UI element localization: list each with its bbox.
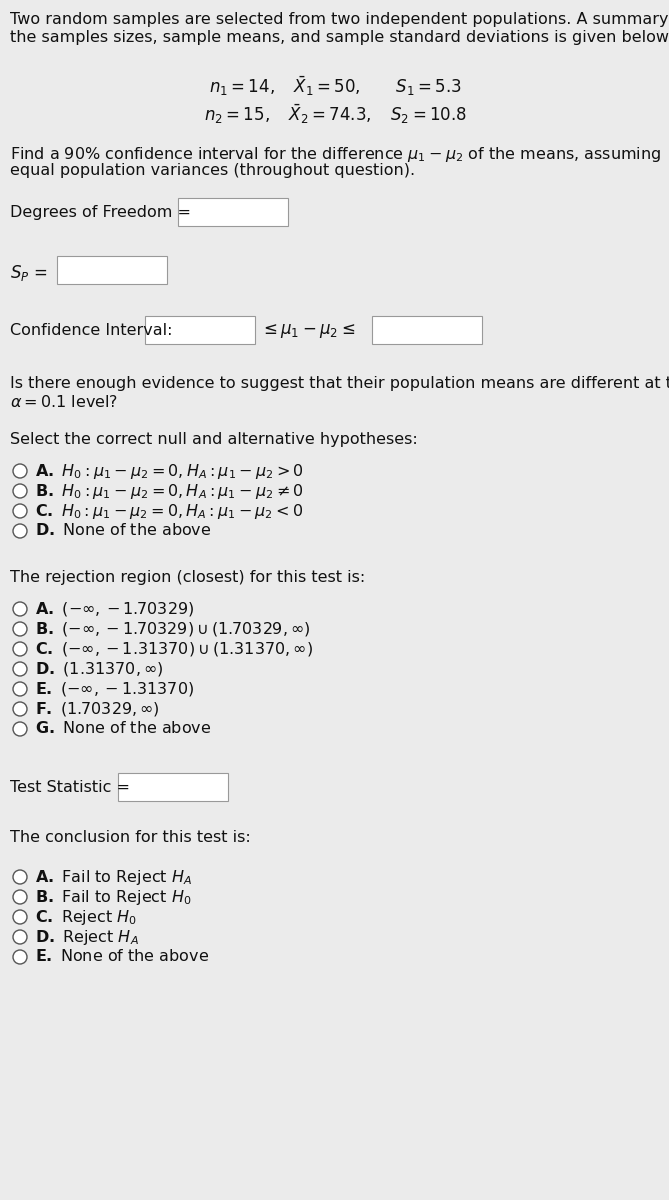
Text: $\mathbf{C.}$ Reject $H_0$: $\mathbf{C.}$ Reject $H_0$ — [35, 908, 136, 926]
FancyBboxPatch shape — [145, 316, 255, 344]
Text: Select the correct null and alternative hypotheses:: Select the correct null and alternative … — [10, 432, 417, 446]
Text: $\mathbf{C.}\ H_0 : \mu_1 - \mu_2 = 0, H_A : \mu_1 - \mu_2 < 0$: $\mathbf{C.}\ H_0 : \mu_1 - \mu_2 = 0, H… — [35, 502, 303, 521]
Text: $\mathbf{E.}\ (-\infty, -1.31370)$: $\mathbf{E.}\ (-\infty, -1.31370)$ — [35, 680, 194, 698]
Ellipse shape — [13, 524, 27, 538]
Ellipse shape — [13, 504, 27, 518]
Text: $\mathbf{G.}$ None of the above: $\mathbf{G.}$ None of the above — [35, 720, 211, 736]
Text: $\mathbf{D.}\ (1.31370, \infty)$: $\mathbf{D.}\ (1.31370, \infty)$ — [35, 660, 163, 678]
Text: The conclusion for this test is:: The conclusion for this test is: — [10, 830, 251, 845]
Ellipse shape — [13, 890, 27, 904]
FancyBboxPatch shape — [57, 256, 167, 284]
Text: $\mathbf{A.}\ (-\infty, -1.70329)$: $\mathbf{A.}\ (-\infty, -1.70329)$ — [35, 600, 194, 618]
Text: Is there enough evidence to suggest that their population means are different at: Is there enough evidence to suggest that… — [10, 376, 669, 391]
Ellipse shape — [13, 950, 27, 964]
Ellipse shape — [13, 722, 27, 736]
Text: $\mathbf{A.}$ Fail to Reject $H_A$: $\mathbf{A.}$ Fail to Reject $H_A$ — [35, 868, 192, 887]
FancyBboxPatch shape — [118, 773, 228, 802]
Text: Degrees of Freedom =: Degrees of Freedom = — [10, 205, 191, 220]
Text: $\mathbf{C.}\ (-\infty, -1.31370) \cup (1.31370, \infty)$: $\mathbf{C.}\ (-\infty, -1.31370) \cup (… — [35, 640, 313, 658]
Text: $\alpha = 0.1$ level?: $\alpha = 0.1$ level? — [10, 394, 118, 410]
Ellipse shape — [13, 464, 27, 478]
Text: equal population variances (throughout question).: equal population variances (throughout q… — [10, 163, 415, 178]
Text: $\mathbf{B.}$ Fail to Reject $H_0$: $\mathbf{B.}$ Fail to Reject $H_0$ — [35, 888, 191, 907]
Text: $\leq \mu_1 - \mu_2 \leq$: $\leq \mu_1 - \mu_2 \leq$ — [260, 322, 355, 340]
Text: $\mathbf{B.}\ (-\infty, -1.70329) \cup (1.70329, \infty)$: $\mathbf{B.}\ (-\infty, -1.70329) \cup (… — [35, 620, 310, 638]
FancyBboxPatch shape — [372, 316, 482, 344]
Text: $n_2 = 15, \quad \bar{X}_2 = 74.3, \quad S_2 = 10.8$: $n_2 = 15, \quad \bar{X}_2 = 74.3, \quad… — [204, 103, 466, 126]
Text: $\mathbf{B.}\ H_0 : \mu_1 - \mu_2 = 0, H_A : \mu_1 - \mu_2 \neq 0$: $\mathbf{B.}\ H_0 : \mu_1 - \mu_2 = 0, H… — [35, 482, 304, 500]
Ellipse shape — [13, 702, 27, 716]
FancyBboxPatch shape — [178, 198, 288, 226]
Text: $\mathbf{A.}\ H_0 : \mu_1 - \mu_2 = 0, H_A : \mu_1 - \mu_2 > 0$: $\mathbf{A.}\ H_0 : \mu_1 - \mu_2 = 0, H… — [35, 462, 304, 481]
Text: Find a 90% confidence interval for the difference $\mu_1 - \mu_2$ of the means, : Find a 90% confidence interval for the d… — [10, 145, 661, 164]
Text: $S_P$ =: $S_P$ = — [10, 263, 47, 283]
Ellipse shape — [13, 910, 27, 924]
Text: $\mathbf{E.}$ None of the above: $\mathbf{E.}$ None of the above — [35, 948, 209, 964]
Text: Test Statistic =: Test Statistic = — [10, 780, 130, 794]
Text: $n_1 = 14, \quad \bar{X}_1 = 50, \qquad S_1 = 5.3$: $n_1 = 14, \quad \bar{X}_1 = 50, \qquad … — [209, 74, 462, 98]
Ellipse shape — [13, 622, 27, 636]
Text: Two random samples are selected from two independent populations. A summary of: Two random samples are selected from two… — [10, 12, 669, 26]
Ellipse shape — [13, 642, 27, 656]
Text: Confidence Interval:: Confidence Interval: — [10, 323, 173, 338]
Ellipse shape — [13, 662, 27, 676]
Ellipse shape — [13, 602, 27, 616]
Text: The rejection region (closest) for this test is:: The rejection region (closest) for this … — [10, 570, 365, 584]
Ellipse shape — [13, 930, 27, 944]
Text: $\mathbf{D.}$ None of the above: $\mathbf{D.}$ None of the above — [35, 522, 211, 538]
Text: $\mathbf{D.}$ Reject $H_A$: $\mathbf{D.}$ Reject $H_A$ — [35, 928, 139, 947]
Ellipse shape — [13, 682, 27, 696]
Text: $\mathbf{F.}\ (1.70329, \infty)$: $\mathbf{F.}\ (1.70329, \infty)$ — [35, 700, 160, 718]
Ellipse shape — [13, 870, 27, 884]
Ellipse shape — [13, 484, 27, 498]
Text: the samples sizes, sample means, and sample standard deviations is given below:: the samples sizes, sample means, and sam… — [10, 30, 669, 44]
